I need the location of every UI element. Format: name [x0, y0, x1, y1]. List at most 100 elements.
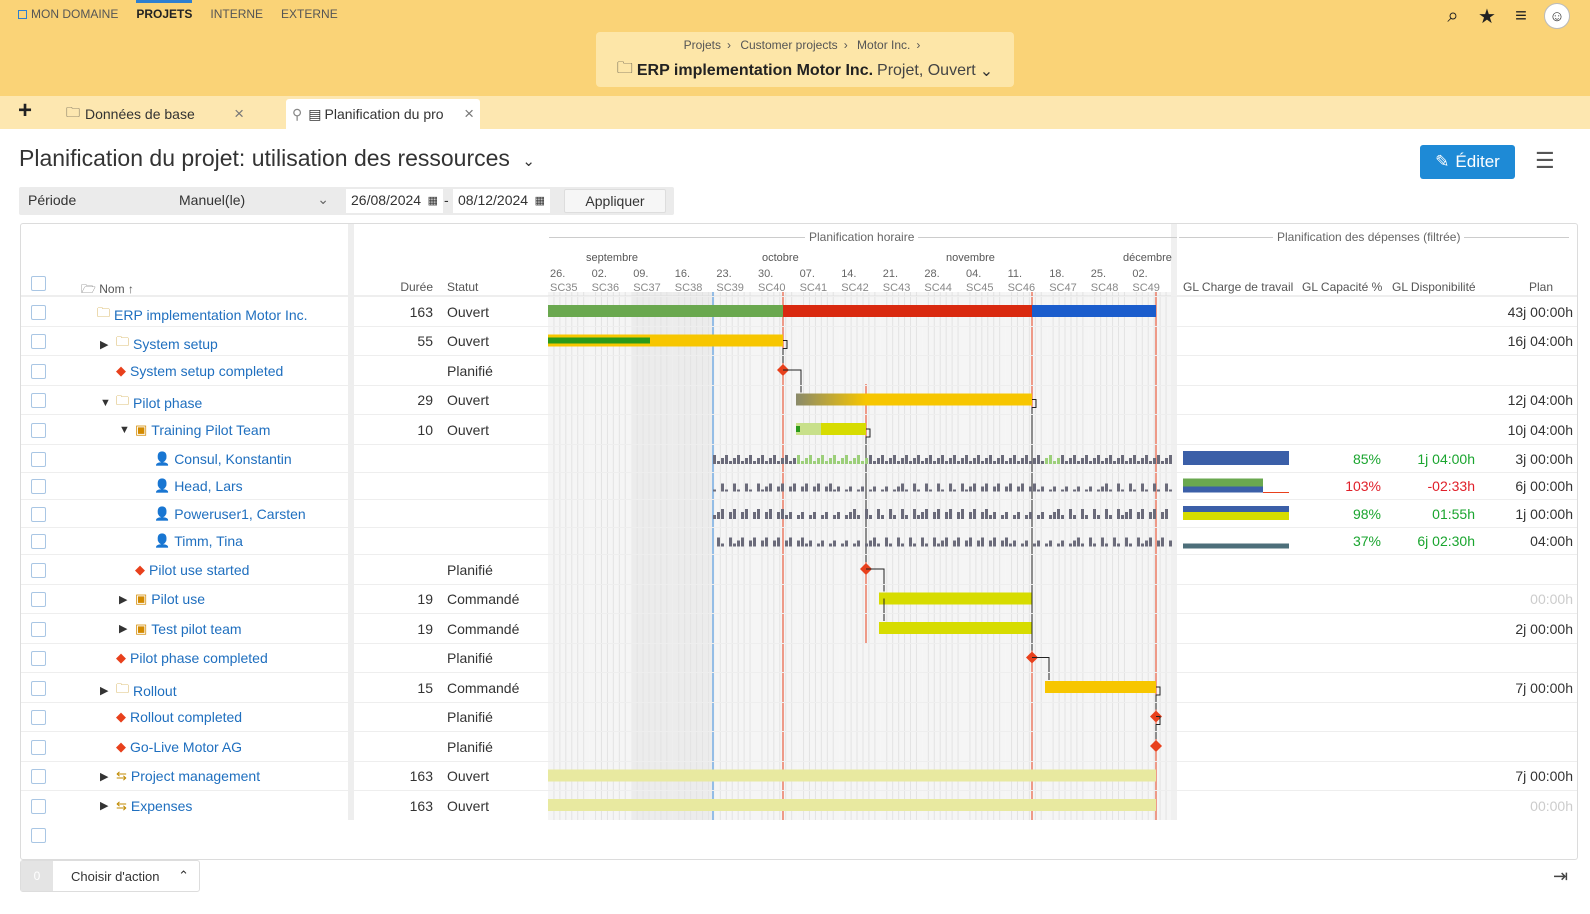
expand-icon[interactable]: ▶	[100, 685, 109, 697]
row-name[interactable]: ◆ Rollout completed	[100, 709, 242, 725]
breadcrumb-item[interactable]: Customer projects	[740, 38, 838, 52]
date-to-input[interactable]: 08/12/2024 ▦	[453, 189, 550, 213]
table-row[interactable]: 👤 Poweruser1, Carsten 98% 01:55h 1j 00:00h	[21, 499, 1577, 527]
col-header-name[interactable]: 🗁 Nom ↑	[81, 280, 134, 301]
tab-planning[interactable]: ⚲ ▤ Planification du pro ×	[286, 99, 480, 129]
table-row[interactable]: ◆ Rollout completed Planifié	[21, 702, 1577, 731]
row-checkbox[interactable]	[31, 621, 46, 637]
row-checkbox[interactable]	[31, 739, 46, 755]
table-row[interactable]: ◆ System setup completed Planifié	[21, 355, 1577, 385]
row-name[interactable]: ◆ Pilot phase completed	[100, 650, 268, 666]
page-title[interactable]: Planification du projet: utilisation des…	[19, 145, 535, 172]
collapse-icon[interactable]: ▼	[119, 423, 130, 436]
gantt-progress[interactable]	[548, 337, 650, 344]
period-mode-select[interactable]: Manuel(le) ⌄	[169, 187, 339, 215]
row-name[interactable]: ▼ ▣ Training Pilot Team	[119, 422, 270, 438]
sliders-icon[interactable]: ☰	[1535, 148, 1555, 173]
gantt-progress[interactable]	[796, 423, 821, 435]
gantt-bar-project[interactable]	[1032, 305, 1156, 317]
table-row[interactable]: ▶ ⇆ Expenses 163 Ouvert 00:00h	[21, 790, 1577, 820]
table-row[interactable]: 👤 Consul, Konstantin 85% 1j 04:00h 3j 00:00h	[21, 444, 1577, 472]
row-name[interactable]: ▶ ▣ Test pilot team	[119, 621, 242, 637]
col-header-duration[interactable]: Durée	[400, 280, 433, 294]
apply-button[interactable]: Appliquer	[564, 189, 666, 213]
col-header-status[interactable]: Statut	[447, 280, 479, 294]
row-checkbox[interactable]	[31, 506, 46, 522]
row-name[interactable]: ◆ Go-Live Motor AG	[100, 739, 242, 755]
row-checkbox[interactable]	[31, 393, 46, 408]
close-icon[interactable]: ×	[234, 104, 244, 123]
row-name[interactable]: 👤 Head, Lars	[138, 478, 243, 494]
star-icon[interactable]: ★	[1478, 5, 1496, 28]
pin-icon[interactable]: ⚲	[292, 105, 303, 122]
table-row[interactable]: 🗀 ERP implementation Motor Inc. 163 Ouvert 4…	[21, 296, 1577, 326]
expand-icon[interactable]: ▶	[100, 770, 109, 783]
row-name[interactable]: 👤 Poweruser1, Carsten	[138, 506, 306, 522]
row-checkbox[interactable]	[31, 422, 46, 438]
table-row[interactable]: ▶ 🗀 Rollout 15 Commandé 7j 00:00h	[21, 672, 1577, 702]
table-row[interactable]: ▶ ⇆ Project management 163 Ouvert 7j 00:00h	[21, 761, 1577, 790]
row-checkbox[interactable]	[31, 562, 46, 578]
date-from-input[interactable]: 26/08/2024 ▦	[346, 189, 443, 213]
search-icon[interactable]: ⌕	[1447, 4, 1459, 27]
table-row[interactable]: ▶ 🗀 System setup 55 Ouvert 16j 04:00h	[21, 326, 1577, 355]
chevron-down-icon[interactable]: ⌄	[979, 62, 994, 80]
select-all-checkbox[interactable]	[31, 276, 46, 291]
milestone-marker[interactable]	[1150, 740, 1162, 752]
row-checkbox[interactable]	[31, 680, 46, 696]
menu-icon[interactable]: ≡	[1515, 4, 1527, 27]
table-row[interactable]: ◆ Pilot use started Planifié	[21, 554, 1577, 584]
col-header-gl-load[interactable]: GL Charge de travail	[1183, 280, 1294, 294]
action-chooser[interactable]: 0 Choisir d'action ⌃	[20, 860, 200, 892]
gantt-bar-project[interactable]	[548, 305, 783, 317]
row-checkbox[interactable]	[31, 304, 46, 320]
tab-base-data[interactable]: 🗀 Données de base ×	[60, 99, 250, 129]
row-checkbox[interactable]	[31, 798, 46, 814]
breadcrumb-item[interactable]: Motor Inc.	[857, 38, 911, 52]
row-name[interactable]: ◆ System setup completed	[100, 363, 283, 379]
calendar-icon[interactable]: ▦	[427, 195, 438, 207]
gantt-bar-project-management[interactable]	[548, 769, 1156, 782]
nav-interne[interactable]: INTERNE	[210, 7, 263, 21]
row-name[interactable]: ▶ ⇆ Expenses	[100, 798, 192, 814]
expand-icon[interactable]: ▶	[100, 800, 109, 812]
table-row[interactable]: 👤 Timm, Tina 37% 6j 02:30h 04:00h	[21, 527, 1577, 554]
row-name[interactable]: ▶ ▣ Pilot use	[119, 591, 205, 607]
collapse-icon[interactable]: ▼	[100, 397, 111, 409]
nav-mon-domaine[interactable]: MON DOMAINE	[18, 7, 118, 21]
footer-checkbox[interactable]	[31, 828, 46, 843]
col-header-gl-availability[interactable]: GL Disponibilité	[1392, 280, 1476, 294]
row-checkbox[interactable]	[31, 592, 46, 607]
row-name[interactable]: ▼ 🗀 Pilot phase	[100, 392, 202, 414]
table-row[interactable]: ▼ ▣ Training Pilot Team 10 Ouvert 10j 04:00h	[21, 414, 1577, 444]
expand-icon[interactable]: ▶	[119, 593, 128, 606]
add-tab-button[interactable]: +	[18, 97, 33, 124]
export-icon[interactable]: ⇥	[1553, 866, 1569, 886]
table-row[interactable]: 👤 Head, Lars 103% -02:33h 6j 00:00h	[21, 472, 1577, 499]
row-checkbox[interactable]	[31, 651, 46, 666]
table-row[interactable]: ▶ ▣ Test pilot team 19 Commandé 2j 00:00h	[21, 613, 1577, 643]
expand-icon[interactable]: ▶	[100, 338, 109, 351]
row-name[interactable]: ▶ 🗀 System setup	[100, 333, 218, 355]
row-checkbox[interactable]	[31, 534, 46, 549]
expand-icon[interactable]: ▶	[119, 623, 128, 635]
table-row[interactable]: ◆ Pilot phase completed Planifié	[21, 643, 1577, 672]
table-row[interactable]: ▼ 🗀 Pilot phase 29 Ouvert 12j 04:00h	[21, 385, 1577, 414]
gantt-bar-expenses[interactable]	[548, 799, 1156, 811]
calendar-icon[interactable]: ▦	[534, 195, 545, 207]
nav-externe[interactable]: EXTERNE	[281, 7, 338, 21]
row-name[interactable]: ▶ ⇆ Project management	[100, 768, 260, 784]
edit-button[interactable]: ✎ Éditer	[1420, 145, 1515, 179]
row-checkbox[interactable]	[31, 451, 46, 467]
gantt-bar-pilot-use[interactable]	[879, 592, 1032, 605]
table-row[interactable]: ◆ Go-Live Motor AG Planifié	[21, 731, 1577, 761]
column-splitter[interactable]	[1171, 224, 1177, 820]
col-header-gl-capacity[interactable]: GL Capacité %	[1302, 280, 1383, 294]
context-card[interactable]: Projets › Customer projects › Motor Inc. › …	[596, 32, 1014, 87]
row-checkbox[interactable]	[31, 363, 46, 379]
chevron-down-icon[interactable]: ⌄	[522, 153, 535, 170]
row-checkbox[interactable]	[31, 769, 46, 784]
nav-projets[interactable]: PROJETS	[136, 0, 193, 21]
chevron-up-icon[interactable]: ⌃	[178, 868, 189, 883]
row-checkbox[interactable]	[31, 710, 46, 725]
